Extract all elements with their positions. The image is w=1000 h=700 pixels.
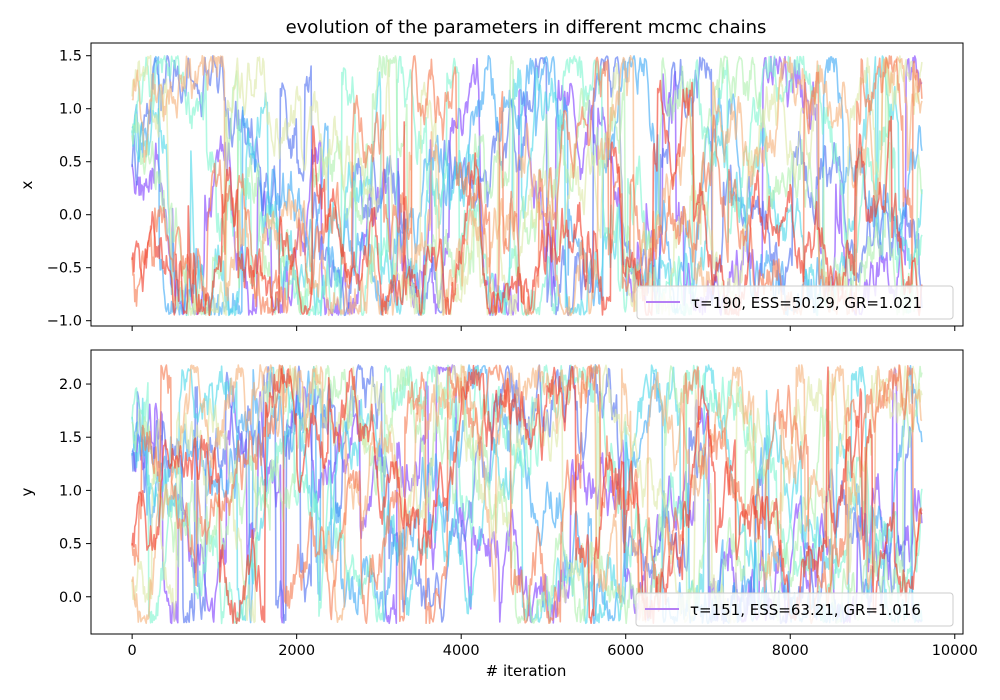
figure-title: evolution of the parameters in different…: [286, 17, 767, 38]
y-tick-label: 1.0: [59, 483, 82, 499]
x-tick-label: 8000: [772, 643, 809, 659]
y-tick-label: 2.0: [59, 377, 82, 393]
y-tick-label: 1.5: [59, 430, 82, 446]
x-chain-traces: [131, 54, 923, 317]
y-tick-label: 0.0: [59, 590, 82, 606]
y-tick-label: 0.0: [59, 208, 82, 224]
panel-x: −1.0 −0.5 0.0 0.5 1.0 1.5 x τ=190, ESS=50.29,…: [18, 42, 964, 331]
panel-y: 0.0 0.5 1.0 1.5 2.0 0 2000 4000 6000 8000 10000 y…: [18, 349, 978, 659]
x-tick-label: 6000: [607, 643, 644, 659]
x-tick-label: 10000: [932, 643, 978, 659]
y-tick-label: −1.0: [47, 314, 82, 330]
y-axes-frame: [90, 349, 964, 635]
y-x-ticks: 0 2000 4000 6000 8000 10000: [128, 634, 978, 659]
y-tick-label: 1.0: [59, 102, 82, 118]
x-legend-text: τ=190, ESS=50.29, GR=1.021: [691, 294, 922, 312]
x-legend: τ=190, ESS=50.29, GR=1.021: [636, 285, 954, 320]
x-ylabel: x: [18, 180, 36, 189]
chain-trace-6: [131, 364, 923, 625]
y-chain-traces: [131, 364, 923, 625]
y-tick-label: 1.5: [59, 49, 82, 65]
y-legend-text: τ=151, ESS=63.21, GR=1.016: [690, 601, 921, 619]
chain-trace-8: [131, 54, 923, 317]
x-axes-frame: [90, 42, 964, 327]
x-tick-label: 0: [128, 643, 137, 659]
x-y-ticks: −1.0 −0.5 0.0 0.5 1.0 1.5: [47, 49, 91, 330]
chain-trace-10: [131, 79, 923, 317]
chain-trace-2: [131, 54, 923, 317]
chain-trace-7: [131, 54, 923, 317]
x-x-ticks: [131, 326, 956, 331]
y-ylabel: y: [18, 487, 36, 496]
y-legend: τ=151, ESS=63.21, GR=1.016: [635, 592, 954, 627]
y-y-ticks: 0.0 0.5 1.0 1.5 2.0: [59, 377, 91, 606]
x-tick-label: 4000: [443, 643, 480, 659]
y-tick-label: −0.5: [47, 261, 82, 277]
y-tick-label: 0.5: [59, 155, 82, 171]
chain-trace-4: [131, 55, 923, 317]
chain-trace-1: [131, 364, 923, 625]
y-tick-label: 0.5: [59, 537, 82, 553]
chain-trace-9: [131, 364, 923, 625]
chain-trace-8: [131, 364, 923, 625]
x-tick-label: 2000: [278, 643, 315, 659]
x-axis-label: # iteration: [486, 662, 567, 680]
